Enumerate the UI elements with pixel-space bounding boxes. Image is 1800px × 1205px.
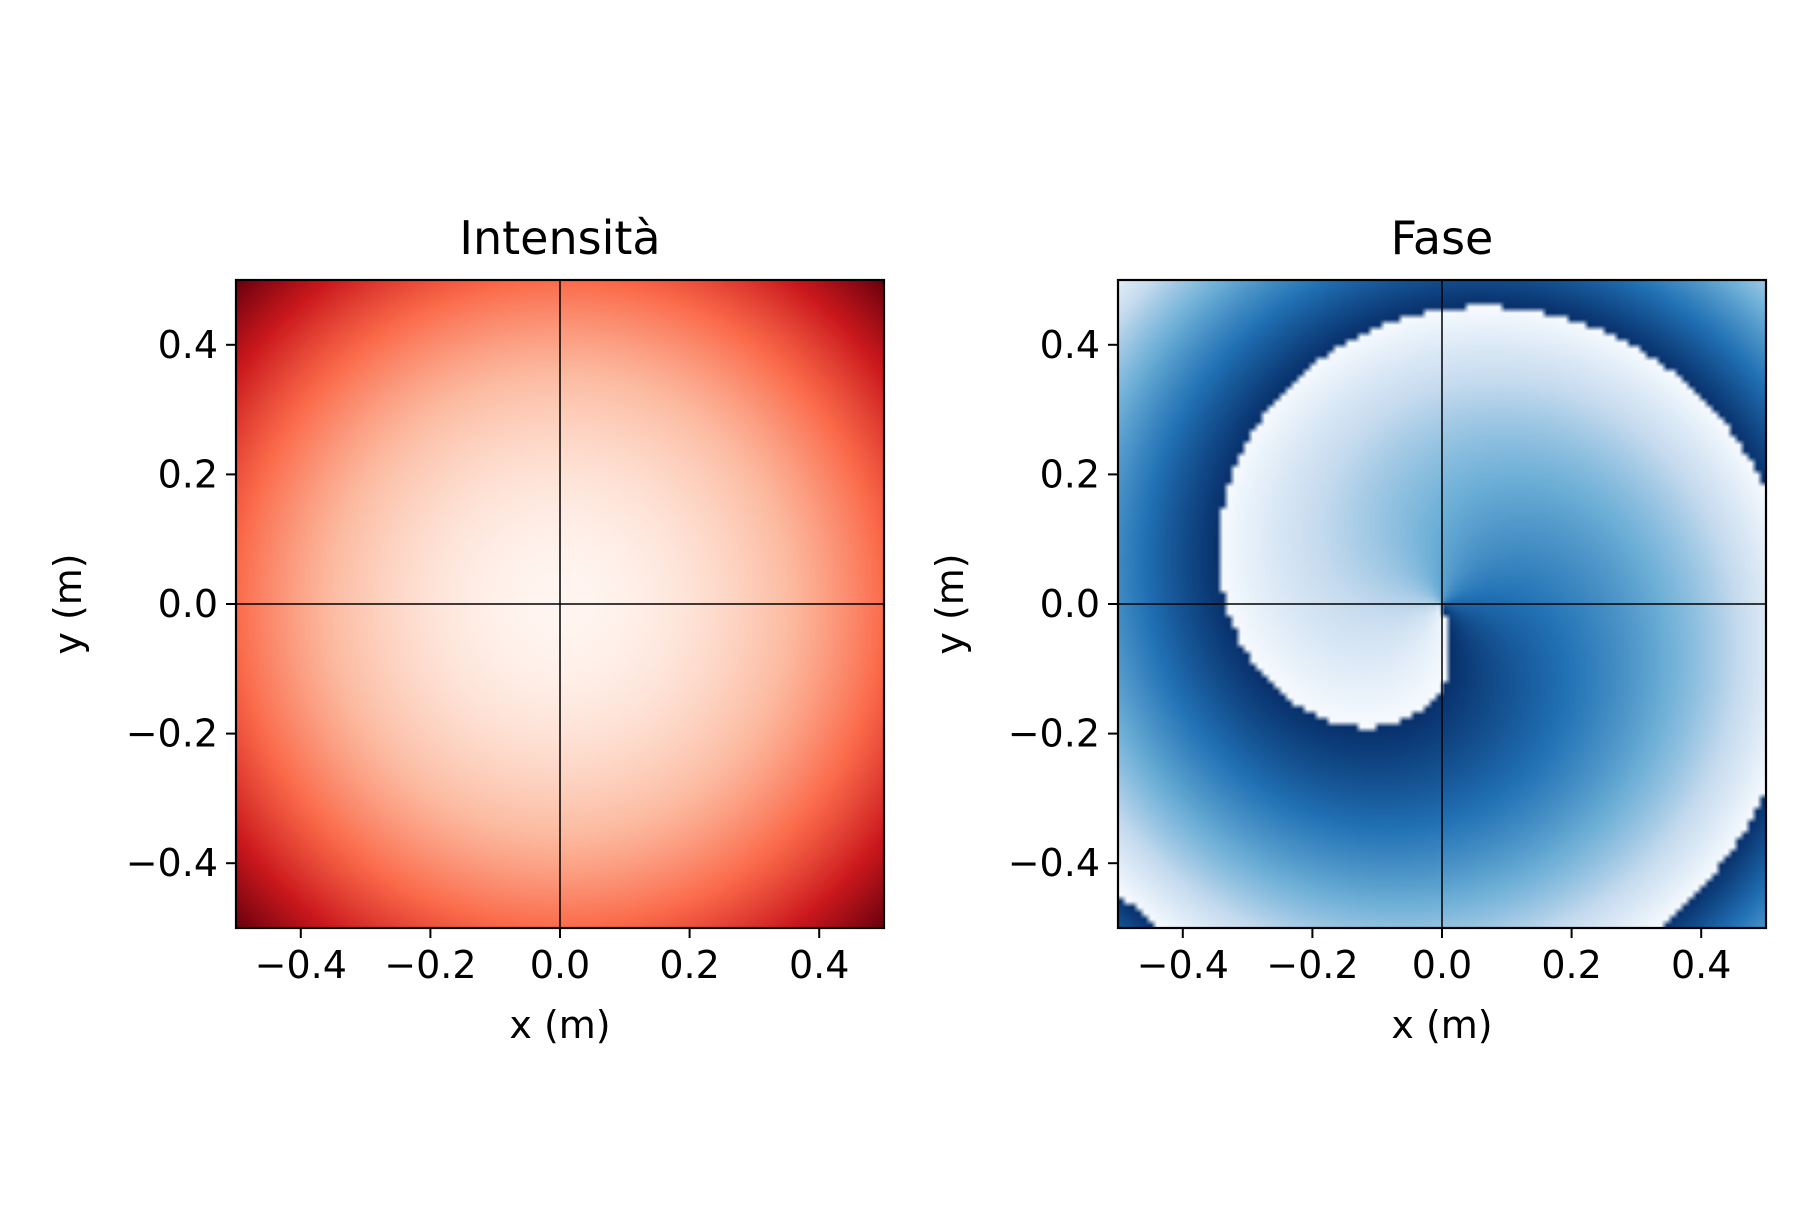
y-tick-label: −0.4 — [1008, 841, 1100, 885]
x-tick-label: −0.4 — [255, 943, 347, 987]
y-tick-label: 0.4 — [158, 323, 218, 367]
x-tick-label: 0.4 — [1671, 943, 1731, 987]
panel-title: Intensità — [459, 211, 660, 265]
y-tick-label: 0.2 — [158, 452, 218, 496]
y-axis-label: y (m) — [46, 553, 90, 654]
phase-panel: −0.4 −0.2 0.0 0.2 0.4 0.4 0.2 0.0 −0.2 −0.4 x (m) y… — [928, 211, 1768, 1047]
y-tick-label: 0.0 — [158, 582, 218, 626]
y-tick-label: −0.4 — [126, 841, 218, 885]
x-axis-label: x (m) — [509, 1003, 610, 1047]
y-tick-label: −0.2 — [1008, 712, 1100, 756]
x-tick-label: 0.4 — [789, 943, 849, 987]
x-tick-label: −0.2 — [1266, 943, 1358, 987]
x-tick-label: 0.0 — [1412, 943, 1472, 987]
x-tick-label: −0.2 — [384, 943, 476, 987]
y-tick-label: 0.2 — [1040, 452, 1100, 496]
y-tick-label: 0.4 — [1040, 323, 1100, 367]
x-axis-label: x (m) — [1391, 1003, 1492, 1047]
x-tick-label: 0.0 — [530, 943, 590, 987]
panel-title: Fase — [1391, 211, 1494, 265]
y-tick-label: 0.0 — [1040, 582, 1100, 626]
intensity-panel: −0.4 −0.2 0.0 0.2 0.4 0.4 0.2 0.0 −0.2 −0.4 x (m) y… — [46, 211, 886, 1047]
y-axis-label: y (m) — [928, 553, 972, 654]
x-tick-label: −0.4 — [1137, 943, 1229, 987]
y-tick-label: −0.2 — [126, 712, 218, 756]
x-tick-label: 0.2 — [659, 943, 719, 987]
x-tick-label: 0.2 — [1541, 943, 1601, 987]
